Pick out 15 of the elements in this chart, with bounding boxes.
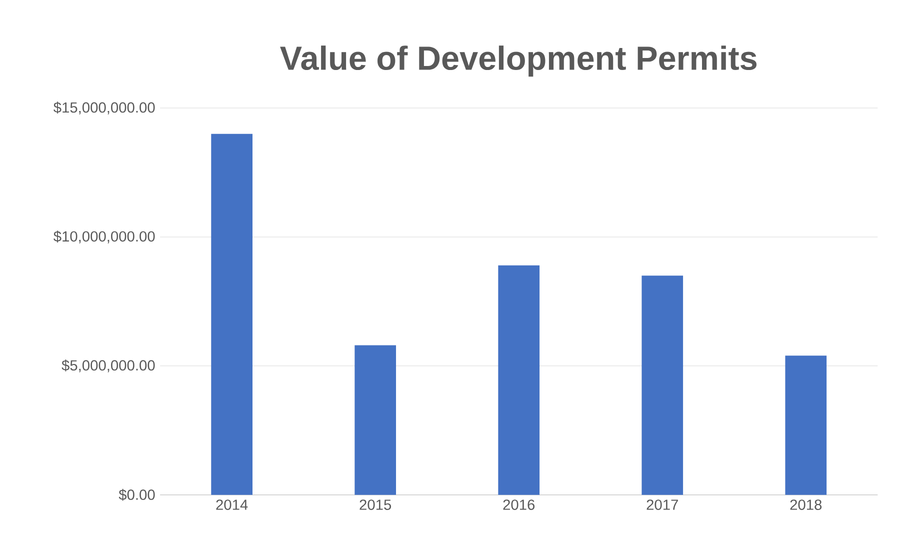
y-tick-label: $15,000,000.00 bbox=[54, 102, 155, 114]
x-tick-label: 2016 bbox=[503, 500, 535, 510]
x-tick-label: 2015 bbox=[360, 500, 392, 510]
y-tick-label: $5,000,000.00 bbox=[62, 360, 155, 372]
bar bbox=[642, 276, 684, 495]
y-tick-label: $0.00 bbox=[118, 488, 155, 501]
bar bbox=[785, 356, 827, 495]
chart-title: Value of Development Permits bbox=[280, 46, 757, 77]
x-tick-label: 2014 bbox=[216, 500, 248, 510]
bar bbox=[354, 345, 396, 495]
bar bbox=[211, 134, 252, 495]
x-tick-label: 2017 bbox=[646, 500, 678, 510]
bar bbox=[498, 265, 540, 495]
y-tick-label: $10,000,000.00 bbox=[54, 230, 155, 244]
x-tick-label: 2018 bbox=[790, 500, 822, 510]
